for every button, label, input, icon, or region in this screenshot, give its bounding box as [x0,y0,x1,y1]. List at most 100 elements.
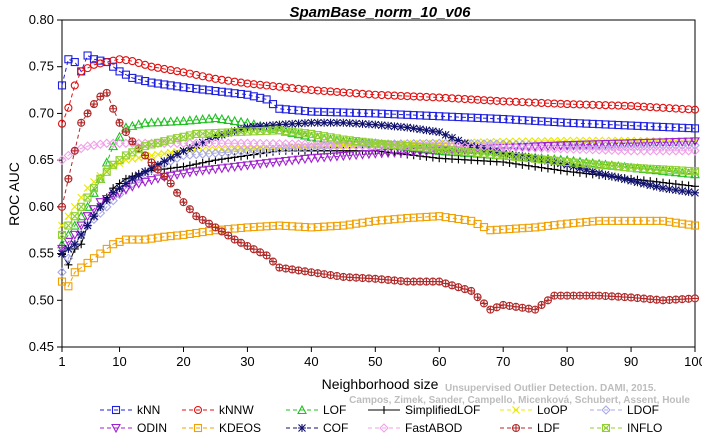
series-point-knn [620,121,629,130]
series-point-kdeos [607,216,616,225]
series-point-kdeos [511,224,521,233]
series-point-cof [665,185,674,194]
x-tick-label: 60 [432,354,446,369]
series-point-knn [57,81,67,90]
series-point-knn [646,122,655,131]
series-point-cof [550,158,559,167]
plot-area: 1 10 20 30 40 50 60 70 80 90 100 0.45 0.50 0.55 0.60 0.… [29,12,702,369]
series-point-knn [173,82,182,91]
series-point-cof [448,133,457,142]
series-point-kdeos [486,226,495,235]
series-point-odin [581,140,592,150]
series-point-lof [57,239,67,249]
legend-item-fastabod: FastABOD [368,421,463,434]
series-point-knnw [409,92,418,101]
series-point-inflo [166,135,175,144]
series-point-fastabod [185,138,195,149]
series-point-fastabod [658,146,668,156]
series-point-kdeos [652,216,661,225]
series-point-cof [147,164,156,173]
series-point-ldf [192,212,201,221]
series-point-kdeos [550,221,559,230]
series-point-knn [281,105,290,114]
series-point-kdeos [326,222,335,231]
series-point-odin [504,143,515,153]
series-point-knnw [268,82,278,91]
y-tick-label: 0.60 [29,199,54,214]
series-point-cof [256,122,265,131]
series-point-cof [345,119,354,128]
series-point-fastabod [287,139,297,149]
series-point-knn [601,120,610,129]
legend-label: FastABOD [405,421,463,434]
series-point-ldf [173,188,182,197]
legend-marker [512,406,520,414]
series-point-ldof [626,141,636,151]
series-point-ldf [77,118,86,127]
credit-authors: Campos, Zimek, Sander, Campello, Micenko… [349,395,690,406]
series-point-ldof [690,140,700,150]
series-point-knn [492,114,501,123]
series-point-knn [192,84,201,93]
series-point-loop [64,212,73,221]
series-point-ldf [147,158,156,167]
series-point-loop [134,153,143,162]
series-point-lof [89,187,99,197]
series-point-knnw [403,92,412,101]
series-point-odin [613,139,624,149]
y-tick-label: 0.75 [29,59,54,74]
series-point-knnw [83,64,92,73]
series-point-odin [658,138,668,148]
series-point-knnw [665,104,674,113]
series-point-fastabod [683,146,694,156]
series-point-ldof [108,195,118,206]
series-point-knn [320,107,329,116]
series-point-cof [435,128,444,137]
series-point-kdeos [192,228,201,238]
series-point-ldf [109,104,118,113]
series-point-fastabod [562,144,572,154]
series-point-ldf [128,137,137,146]
series-point-ldf [179,198,188,207]
series-point-kdeos [288,222,297,231]
series-point-ldf [198,215,207,224]
legend-item-ldof: LDOF [590,403,659,417]
series-point-cof [128,174,137,183]
series-point-knnw [678,104,687,113]
series-point-ldf [377,275,386,284]
series-point-knnw [77,67,86,76]
series-point-odin [280,157,291,167]
series-point-knn [147,78,156,87]
series-point-simplifiedlof [230,153,239,162]
series-point-cof [358,119,367,128]
series-point-knnw [377,90,386,100]
series-point-lof [178,115,189,125]
series-point-kdeos [582,217,591,227]
series-point-cof [153,160,162,169]
series-point-kdeos [531,223,540,232]
series-point-kdeos [275,221,284,230]
series-point-odin [261,159,272,169]
series-point-fastabod [108,138,118,149]
series-point-odin [402,148,413,158]
series-point-knnw [473,95,482,104]
series-point-inflo [160,137,169,146]
series-point-cof [556,159,565,168]
series-point-knnw [556,99,565,108]
series-point-knn [134,75,143,84]
series-point-knn [307,107,316,116]
series-point-simplifiedlof [531,162,540,171]
series-point-cof [384,121,393,130]
y-tick-label: 0.80 [29,12,54,27]
series-point-kdeos [435,212,444,221]
series-point-inflo [173,134,182,143]
series-point-fastabod [664,146,675,156]
legend-label: INFLO [627,421,662,434]
series-point-knn [275,104,284,113]
series-point-ldof [677,140,687,151]
series-point-cof [230,127,239,136]
series-point-cof [659,184,668,193]
series-point-odin [274,157,285,167]
series-point-inflo [83,193,92,202]
series-point-knn [396,110,405,119]
